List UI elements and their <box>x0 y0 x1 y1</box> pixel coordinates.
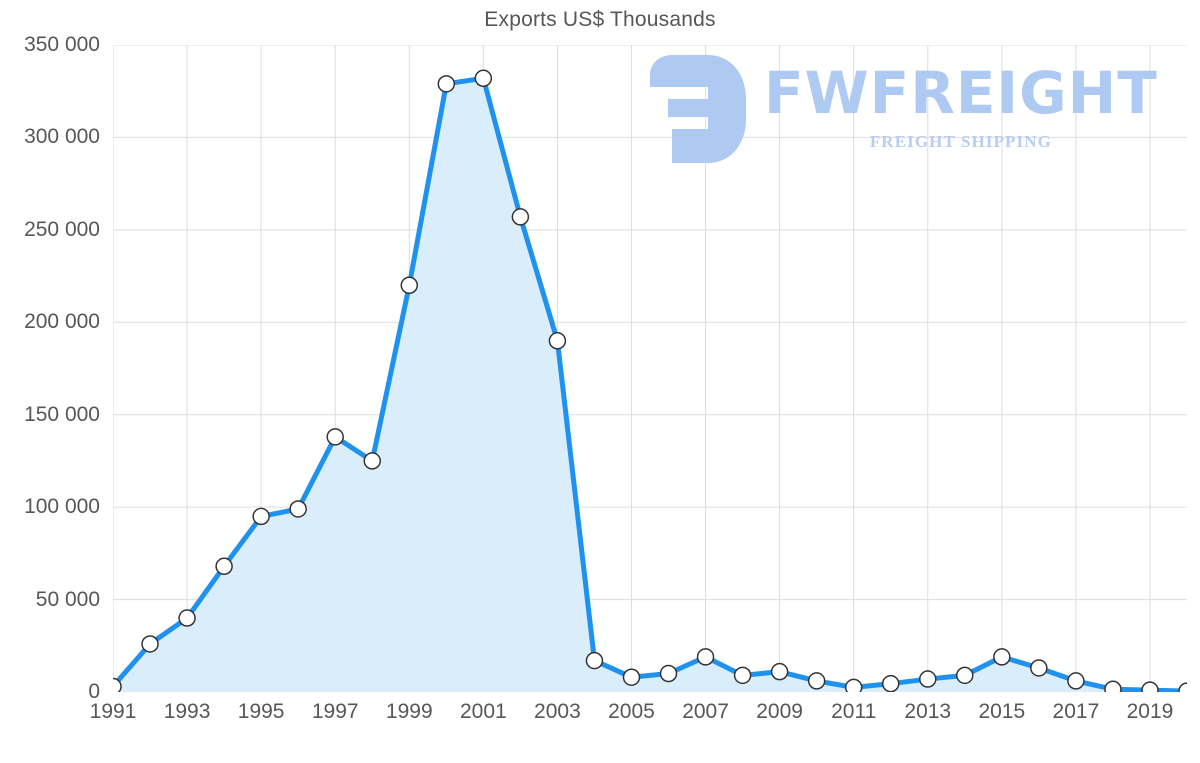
y-axis-tick-label: 300 000 <box>24 125 100 149</box>
x-axis-tick-label: 1991 <box>89 700 137 723</box>
data-point <box>846 679 862 692</box>
data-point <box>661 666 677 682</box>
data-point <box>401 277 417 293</box>
data-point <box>113 678 121 692</box>
data-point <box>475 70 491 86</box>
data-point <box>623 669 639 685</box>
y-axis-tick-label: 150 000 <box>24 402 100 426</box>
y-axis-tick-label: 50 000 <box>35 587 100 611</box>
x-axis-tick-label: 2007 <box>682 700 729 723</box>
y-axis-tick-label: 250 000 <box>24 217 100 241</box>
x-axis-tick-label: 1995 <box>237 700 285 723</box>
data-point <box>549 333 565 349</box>
data-point <box>1105 681 1121 692</box>
data-point <box>364 453 380 469</box>
data-point <box>586 653 602 669</box>
x-axis-tick-label: 2017 <box>1052 700 1100 723</box>
data-point <box>216 558 232 574</box>
x-axis-tick-label: 2009 <box>756 700 803 723</box>
data-point <box>1142 682 1158 692</box>
data-point <box>179 610 195 626</box>
x-axis-tick-label: 1997 <box>311 700 359 723</box>
y-axis-tick-label: 0 <box>88 680 100 703</box>
x-axis-tick-label: 1999 <box>385 700 433 723</box>
x-axis-tick-label: 2011 <box>831 700 877 723</box>
data-point <box>772 664 788 680</box>
data-point <box>1179 683 1187 692</box>
data-point <box>809 673 825 689</box>
chart-title: Exports US$ Thousands <box>484 8 716 31</box>
x-axis-tick-label: 2001 <box>459 700 507 723</box>
y-axis-tick-label: 200 000 <box>24 310 100 334</box>
data-point <box>698 649 714 665</box>
data-point <box>327 429 343 445</box>
y-axis-tick-label: 100 000 <box>24 495 100 519</box>
data-point <box>142 636 158 652</box>
data-point <box>290 501 306 517</box>
data-point <box>253 508 269 524</box>
y-axis-tick-label: 350 000 <box>24 33 100 56</box>
x-axis-tick-label: 2005 <box>608 700 655 723</box>
data-point <box>735 667 751 683</box>
data-point <box>957 667 973 683</box>
data-point <box>883 676 899 692</box>
x-axis-tick-label: 2013 <box>904 700 952 723</box>
x-axis-tick-label: 1993 <box>163 700 211 723</box>
y-axis-tick-labels: 0 50 000 100 000 150 000 200 000 250 000 300 0… <box>0 33 100 703</box>
data-point <box>920 671 936 687</box>
data-point <box>438 76 454 92</box>
data-series-exports <box>113 45 1187 692</box>
x-axis-tick-label: 2019 <box>1126 700 1174 723</box>
data-point <box>512 209 528 225</box>
data-point <box>1031 660 1047 676</box>
data-point <box>1068 673 1084 689</box>
plot-area: FWFREIGHT FREIGHT SHIPPING <box>113 45 1187 692</box>
x-axis-tick-label: 2015 <box>978 700 1026 723</box>
data-point <box>994 649 1010 665</box>
x-axis-tick-labels: 1991 1993 1995 1997 1999 2001 2003 2005 2007 2009… <box>90 700 1187 740</box>
x-axis-tick-label: 2003 <box>534 700 581 723</box>
